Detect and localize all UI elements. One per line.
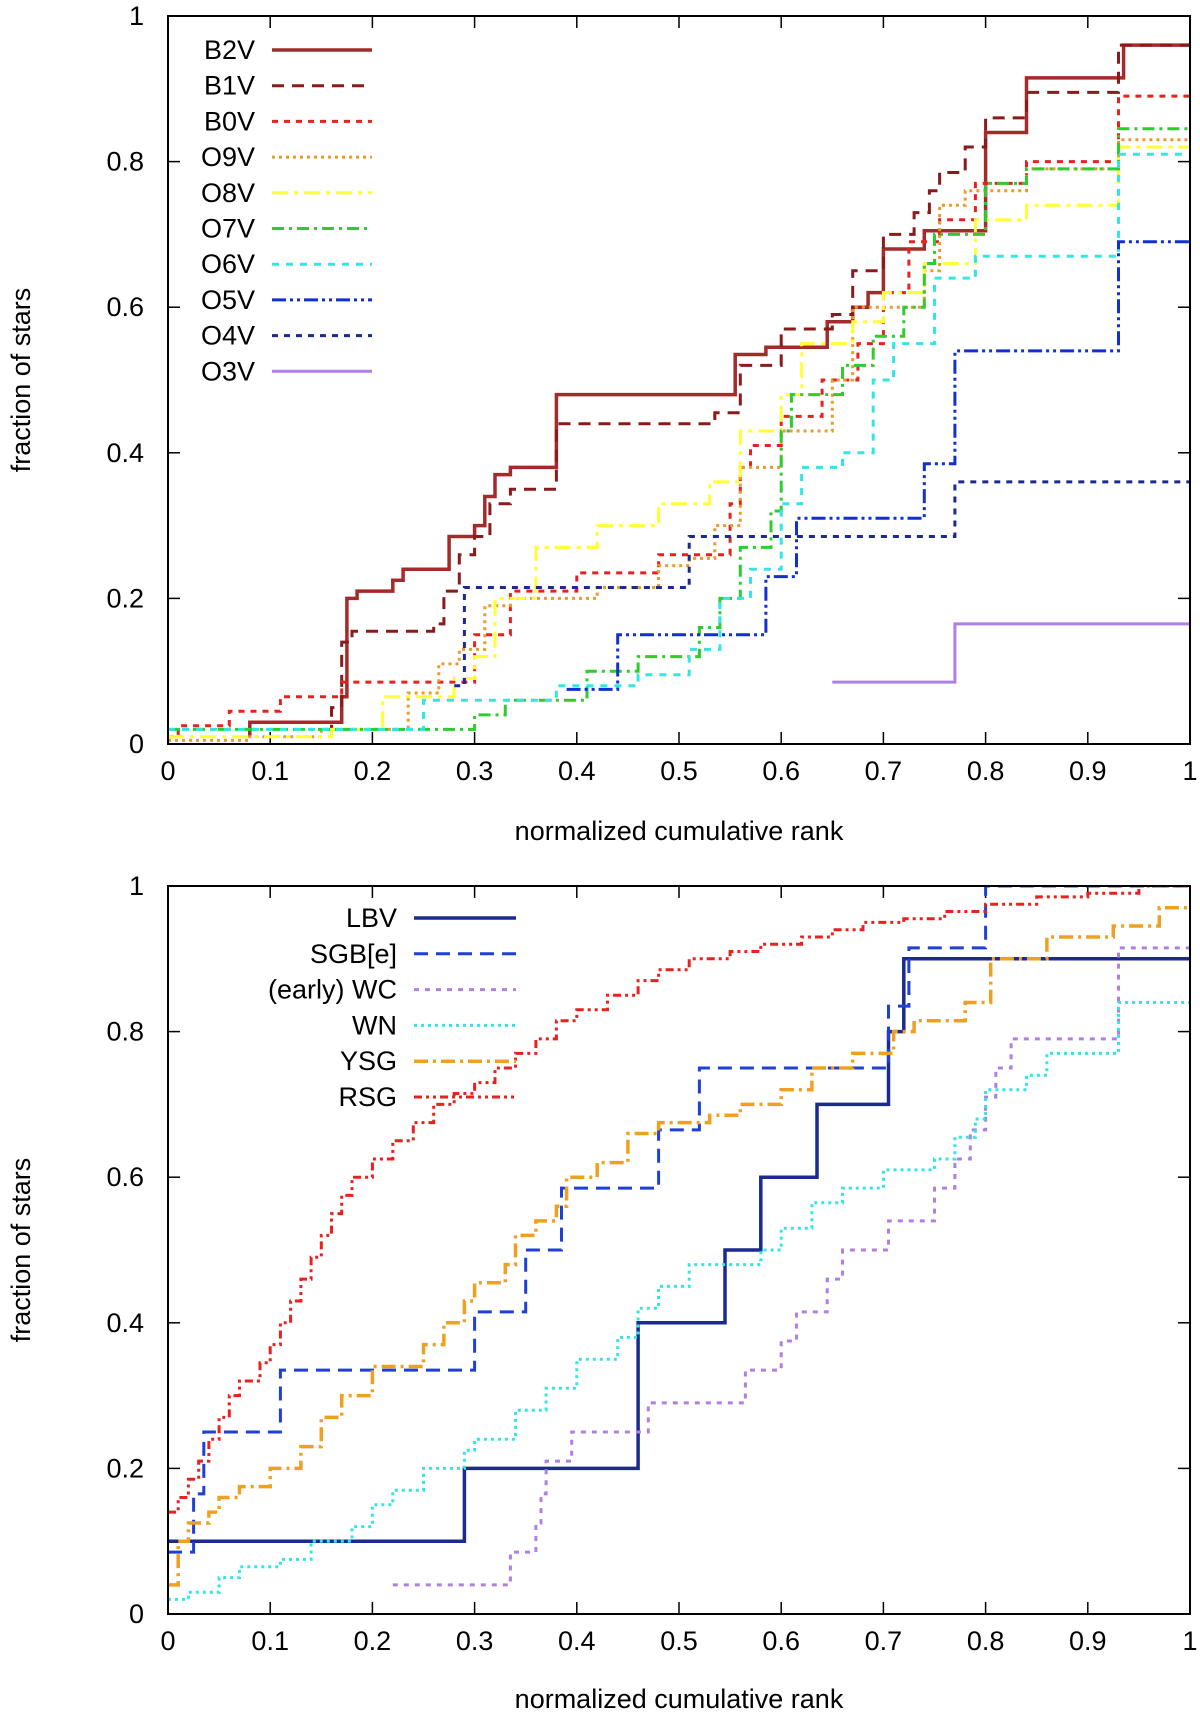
x-tick-label: 0.2 <box>354 1626 392 1656</box>
figure: 0 0.1 0.2 0.3 0.4 0.5 0.6 0.7 0.8 0.9 1 0 0.2 0.4 0.6 0… <box>0 0 1200 1712</box>
legend-label: B1V <box>204 71 255 101</box>
y-tick-label: 0 <box>129 1599 144 1629</box>
x-tick-label: 0.6 <box>762 1626 800 1656</box>
y-tick-label: 1 <box>129 871 144 901</box>
x-tick-label: 0.3 <box>456 756 494 786</box>
x-tick-label: 0.5 <box>660 1626 698 1656</box>
series-group <box>168 45 1190 740</box>
series-line-b1v <box>332 45 1191 737</box>
chart-panel-2: 0 0.1 0.2 0.3 0.4 0.5 0.6 0.7 0.8 0.9 1 0 0.2 0.4 0.6 0… <box>6 871 1198 1712</box>
series-line-o6v <box>168 154 1190 729</box>
legend-label: B0V <box>204 106 255 136</box>
legend-label: SGB[e] <box>310 939 397 969</box>
x-tick-label: 0.4 <box>558 1626 596 1656</box>
series-line-b0v <box>168 96 1190 737</box>
series-line-o9v <box>168 140 1190 741</box>
x-tick-label: 0.8 <box>967 1626 1005 1656</box>
y-tick-label: 0.6 <box>106 292 144 322</box>
x-tick-label: 1 <box>1182 1626 1197 1656</box>
chart-panel-1: 0 0.1 0.2 0.3 0.4 0.5 0.6 0.7 0.8 0.9 1 0 0.2 0.4 0.6 0… <box>6 1 1198 846</box>
x-tick-label: 0.3 <box>456 1626 494 1656</box>
x-tick-label: 1 <box>1182 756 1197 786</box>
series-line-o4v <box>454 482 1190 686</box>
x-tick-label: 0.6 <box>762 756 800 786</box>
y-tick-label: 0.2 <box>106 583 144 613</box>
legend: LBV SGB[e] (early) WC WN YSG RSG <box>268 903 516 1112</box>
x-tick-label: 0 <box>160 1626 175 1656</box>
x-tick-label: 0.8 <box>967 756 1005 786</box>
x-tick-label: 0.1 <box>251 1626 289 1656</box>
x-axis-label: normalized cumulative rank <box>515 1684 844 1712</box>
x-axis-label: normalized cumulative rank <box>515 816 844 846</box>
y-tick-label: 0.6 <box>106 1162 144 1192</box>
x-tick-label: 0.4 <box>558 756 596 786</box>
x-tick-label: 0 <box>160 756 175 786</box>
series-line-o3v <box>832 624 1190 682</box>
legend: B2V B1V B0V O9V O8V O7V O6V O5V O4V O3V <box>201 35 372 386</box>
legend-label: B2V <box>204 35 255 65</box>
series-line-o7v <box>168 129 1190 730</box>
series-line-lbv <box>168 959 1190 1541</box>
legend-label: O3V <box>201 356 255 386</box>
x-tick-label: 0.9 <box>1069 1626 1107 1656</box>
legend-label: YSG <box>340 1046 397 1076</box>
x-tick-label: 0.5 <box>660 756 698 786</box>
x-tick-label: 0.7 <box>865 756 903 786</box>
y-tick-label: 0.4 <box>106 1308 144 1338</box>
series-line-wn <box>168 1003 1190 1600</box>
legend-label: O5V <box>201 285 255 315</box>
x-tick-label: 0.1 <box>251 756 289 786</box>
x-tick-label: 0.9 <box>1069 756 1107 786</box>
legend-label: O7V <box>201 214 255 244</box>
series-line-early-wc <box>393 948 1190 1585</box>
y-tick-label: 0.2 <box>106 1453 144 1483</box>
legend-label: (early) WC <box>268 975 397 1005</box>
legend-label: O4V <box>201 321 255 351</box>
y-axis-label: fraction of stars <box>6 288 36 473</box>
legend-label: LBV <box>346 903 397 933</box>
series-line-o5v <box>567 242 1190 690</box>
legend-label: WN <box>352 1010 397 1040</box>
series-line-o8v <box>168 147 1190 737</box>
y-tick-label: 0 <box>129 729 144 759</box>
legend-label: RSG <box>338 1082 397 1112</box>
y-tick-label: 0.8 <box>106 147 144 177</box>
legend-label: O9V <box>201 142 255 172</box>
x-tick-label: 0.7 <box>865 1626 903 1656</box>
legend-label: O6V <box>201 249 255 279</box>
x-tick-label: 0.2 <box>354 756 392 786</box>
y-axis-label: fraction of stars <box>6 1158 36 1343</box>
legend-label: O8V <box>201 178 255 208</box>
y-tick-label: 1 <box>129 1 144 31</box>
y-tick-label: 0.4 <box>106 438 144 468</box>
y-tick-label: 0.8 <box>106 1017 144 1047</box>
